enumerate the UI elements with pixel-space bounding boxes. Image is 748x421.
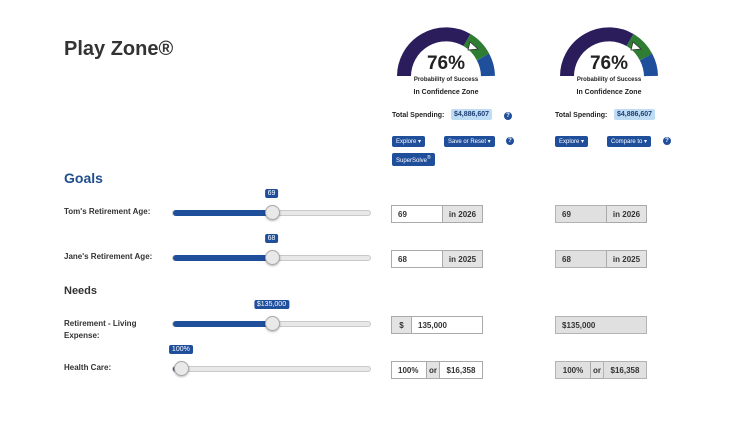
health-care-amount[interactable]: $16,358	[439, 361, 483, 379]
probability-label: Probability of Success	[576, 77, 642, 83]
slider-thumb[interactable]	[173, 361, 189, 376]
explore-button[interactable]: Explore ▾	[392, 136, 426, 147]
total-spending-value: $4,886,607	[451, 109, 493, 120]
success-gauge	[397, 27, 495, 77]
slider-thumb[interactable]	[264, 205, 280, 220]
or-separator: or	[426, 361, 440, 379]
slider-value-tip: $135,000	[253, 300, 290, 309]
tom-retirement-year: in 2026	[442, 205, 483, 223]
question-circle-icon[interactable]: ?	[506, 137, 514, 145]
success-gauge	[560, 27, 658, 77]
tom-retirement-year-compare: in 2026	[606, 205, 647, 223]
slider-value-tip: 100%	[168, 345, 193, 354]
zone-label: In Confidence Zone	[413, 89, 479, 96]
living-expense-label: Retirement - Living Expense:	[64, 319, 137, 340]
section-goals: Goals	[64, 170, 103, 186]
health-care-percent-input[interactable]: 100%	[391, 361, 427, 379]
living-expense-slider[interactable]: $135,000	[172, 300, 371, 331]
question-circle-icon[interactable]: ?	[663, 137, 671, 145]
gauge-arc-blue	[639, 53, 658, 77]
living-expense-compare: $135,000	[555, 316, 647, 334]
compare-to-button[interactable]: Compare to ▾	[607, 136, 652, 147]
health-care-amount-compare: $16,358	[603, 361, 647, 379]
jane-retirement-age-input[interactable]: 68	[391, 250, 443, 268]
slider-value-tip: 69	[264, 189, 279, 198]
currency-symbol: $	[391, 316, 412, 334]
total-spending-label: Total Spending:	[392, 112, 445, 119]
slider-thumb[interactable]	[264, 316, 280, 331]
probability-value: 76%	[426, 53, 466, 74]
tom-retirement-age-input[interactable]: 69	[391, 205, 443, 223]
slider-fill	[173, 255, 272, 261]
health-care-slider[interactable]: 100%	[168, 345, 371, 376]
triangle-marker-icon	[467, 41, 479, 51]
total-spending-value: $4,886,607	[614, 109, 656, 120]
tom-retirement-age-compare: 69	[555, 205, 607, 223]
total-spending-label: Total Spending:	[555, 112, 608, 119]
jane-retirement-age-slider[interactable]: 68	[172, 234, 371, 265]
page-title: Play Zone®	[64, 38, 174, 60]
zone-label: In Confidence Zone	[576, 89, 642, 96]
health-care-label: Health Care:	[64, 363, 112, 372]
tom-retirement-age-slider[interactable]: 69	[172, 189, 371, 220]
jane-retirement-age-compare: 68	[555, 250, 607, 268]
gauge-arc-main	[560, 27, 634, 77]
probability-label: Probability of Success	[413, 77, 479, 83]
jane-retirement-year: in 2025	[442, 250, 483, 268]
gauge-arc-main	[397, 27, 471, 77]
save-or-reset-button[interactable]: Save or Reset ▾	[444, 136, 495, 147]
jane-retirement-age-label: Jane's Retirement Age:	[64, 252, 153, 261]
section-needs: Needs	[64, 285, 98, 297]
living-expense-input[interactable]: 135,000	[411, 316, 483, 334]
triangle-marker-icon	[630, 41, 642, 51]
or-separator-compare: or	[590, 361, 604, 379]
slider-value-tip: 68	[264, 234, 279, 243]
probability-value: 76%	[589, 53, 629, 74]
question-circle-icon[interactable]: ?	[504, 112, 512, 120]
slider-fill	[173, 321, 272, 327]
health-care-percent-compare: 100%	[555, 361, 591, 379]
jane-retirement-year-compare: in 2025	[606, 250, 647, 268]
supersolve-label: SuperSolve	[396, 158, 428, 164]
gauge-arc-blue	[476, 53, 495, 77]
tom-retirement-age-label: Tom's Retirement Age:	[64, 207, 151, 216]
slider-thumb[interactable]	[264, 250, 280, 265]
registered-mark: ®	[427, 155, 431, 161]
slider-fill	[173, 210, 272, 216]
supersolve-button[interactable]: SuperSolve®	[392, 153, 435, 166]
explore-button[interactable]: Explore ▾	[555, 136, 589, 147]
